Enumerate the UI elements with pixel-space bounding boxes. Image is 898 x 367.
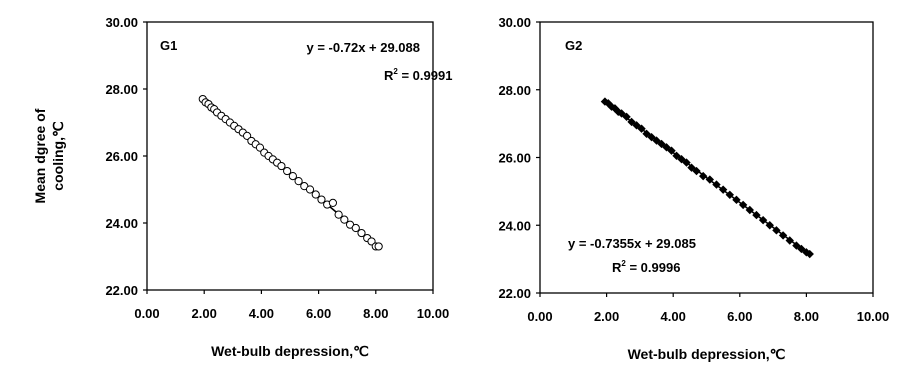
y-tick-label: 28.00 bbox=[105, 82, 138, 97]
y-tick-label: 26.00 bbox=[105, 149, 138, 164]
data-point bbox=[600, 97, 610, 106]
data-point bbox=[277, 161, 286, 171]
data-point bbox=[305, 185, 315, 194]
data-point bbox=[652, 136, 661, 145]
y-tick-label: 24.00 bbox=[105, 216, 138, 231]
x-tick-label: 2.00 bbox=[594, 309, 619, 324]
plot-frame bbox=[539, 21, 874, 294]
x-axis-label: Wet-bulb depression,℃ bbox=[628, 346, 786, 362]
data-point bbox=[622, 112, 631, 122]
data-point bbox=[698, 171, 708, 181]
data-point bbox=[647, 132, 656, 142]
data-point bbox=[317, 195, 326, 204]
chart-panel-g1: 22.00 24.00 26.00 28.00 30.00 0.00 2.00 4.00 6.0… bbox=[32, 15, 452, 359]
y-axis-label: Mean dgree of cooling,℃ bbox=[32, 108, 66, 203]
data-point bbox=[283, 166, 292, 176]
y-tick-label: 30.00 bbox=[498, 15, 531, 30]
x-tick-label: 0.00 bbox=[134, 306, 159, 321]
data-point bbox=[607, 102, 616, 111]
data-point bbox=[340, 215, 349, 224]
data-point bbox=[785, 236, 794, 245]
data-point bbox=[357, 228, 366, 238]
x-tick-label: 4.00 bbox=[249, 306, 274, 321]
data-point bbox=[772, 226, 781, 235]
x-tick-label: 4.00 bbox=[661, 309, 686, 324]
chart-panel-g2: 22.00 24.00 26.00 28.00 30.00 0.00 2.00 4.00 6.0… bbox=[498, 15, 889, 362]
x-tick-label: 6.00 bbox=[727, 309, 752, 324]
data-point bbox=[682, 158, 691, 167]
plot-frame bbox=[146, 21, 434, 291]
data-point bbox=[738, 200, 748, 210]
data-point bbox=[745, 205, 754, 215]
data-point bbox=[705, 175, 715, 184]
y-tick-label: 22.00 bbox=[498, 286, 531, 301]
data-point bbox=[778, 231, 788, 240]
data-point bbox=[792, 241, 801, 250]
y-tick-label: 28.00 bbox=[498, 83, 531, 98]
x-tick-label: 0.00 bbox=[527, 309, 552, 324]
data-point bbox=[662, 143, 671, 152]
data-point bbox=[657, 139, 666, 149]
data-point bbox=[374, 242, 383, 251]
y-tick-label: 22.00 bbox=[105, 283, 138, 298]
data-point bbox=[667, 146, 676, 155]
data-point bbox=[732, 195, 741, 205]
x-tick-label: 10.00 bbox=[417, 306, 450, 321]
panel-label: G2 bbox=[565, 38, 582, 53]
x-tick-label: 6.00 bbox=[306, 306, 331, 321]
data-point bbox=[692, 166, 701, 176]
x-tick-label: 8.00 bbox=[363, 306, 388, 321]
data-point bbox=[712, 180, 721, 189]
data-point bbox=[610, 104, 620, 113]
data-point bbox=[718, 185, 728, 194]
r-squared-label: R2 = 0.9996 bbox=[612, 259, 680, 275]
y-tick-label: 24.00 bbox=[498, 218, 531, 233]
data-point bbox=[637, 124, 646, 133]
data-point bbox=[725, 190, 735, 199]
data-point bbox=[328, 198, 337, 207]
r-squared-label: R2 = 0.9991 bbox=[384, 67, 452, 83]
data-point bbox=[642, 129, 651, 138]
data-point bbox=[805, 249, 814, 259]
data-point bbox=[752, 210, 761, 220]
data-point bbox=[758, 215, 768, 225]
data-point bbox=[334, 210, 343, 219]
trendline-equation: y = -0.7355x + 29.085 bbox=[568, 236, 696, 251]
trendline-equation: y = -0.72x + 29.088 bbox=[307, 40, 420, 55]
data-point bbox=[288, 172, 297, 181]
data-point bbox=[351, 223, 360, 233]
y-tick-label: 30.00 bbox=[105, 15, 138, 30]
data-point bbox=[765, 221, 774, 230]
x-tick-label: 8.00 bbox=[794, 309, 819, 324]
x-axis-label: Wet-bulb depression,℃ bbox=[211, 343, 369, 359]
x-tick-label: 2.00 bbox=[192, 306, 217, 321]
data-point bbox=[311, 190, 320, 199]
data-point bbox=[632, 121, 641, 130]
panel-label: G1 bbox=[160, 38, 177, 53]
x-tick-label: 10.00 bbox=[857, 309, 890, 324]
data-point bbox=[294, 177, 303, 186]
y-tick-label: 26.00 bbox=[498, 151, 531, 166]
data-point bbox=[627, 117, 636, 127]
